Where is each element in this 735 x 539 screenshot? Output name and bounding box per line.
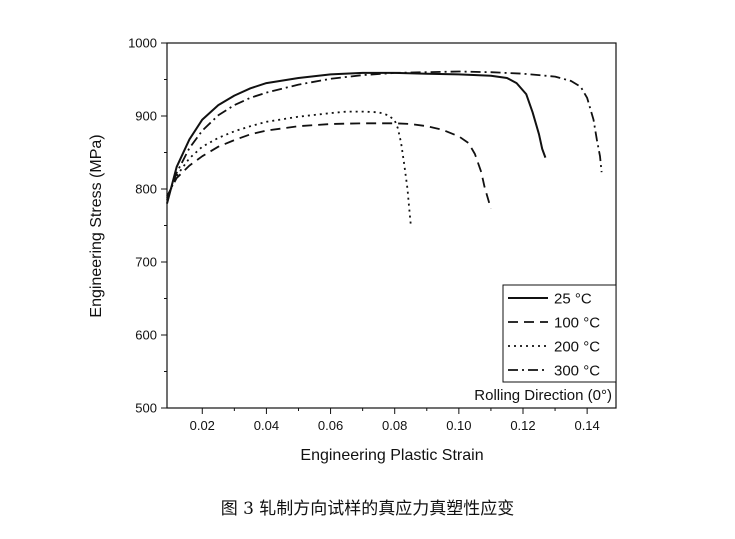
legend-label: 100 °C — [554, 315, 600, 332]
x-tick-label: 0.02 — [190, 418, 215, 433]
y-tick-label: 500 — [135, 401, 157, 416]
legend-label: 300 °C — [554, 363, 600, 380]
y-tick-label: 700 — [135, 255, 157, 270]
x-tick-label: 0.08 — [382, 418, 407, 433]
x-axis-label: Engineering Plastic Strain — [300, 447, 483, 464]
y-axis-label: Engineering Stress (MPa) — [88, 134, 105, 317]
y-tick-label: 900 — [135, 109, 157, 124]
series-line — [166, 110, 412, 225]
legend: 25 °C 100 °C 200 °C 300 °C — [502, 284, 617, 383]
x-tick-label: 0.06 — [318, 418, 343, 433]
legend-box — [502, 284, 617, 383]
series-line — [166, 70, 603, 201]
legend-label: 200 °C — [554, 339, 600, 356]
x-tick-label: 0.10 — [446, 418, 471, 433]
x-tick-label: 0.14 — [574, 418, 599, 433]
legend-label: 25 °C — [554, 291, 592, 308]
y-axis-ticks: 500 600 700 800 900 1000 — [128, 36, 167, 416]
stress-strain-chart: 0.02 0.04 0.06 0.08 0.10 0.12 0.14 500 600 700 80… — [88, 36, 617, 464]
series-line — [166, 122, 492, 209]
series-layer — [166, 70, 603, 225]
y-tick-label: 1000 — [128, 36, 157, 51]
rolling-direction-annotation: Rolling Direction (0°) — [474, 387, 612, 404]
y-tick-label: 600 — [135, 328, 157, 343]
x-tick-label: 0.04 — [254, 418, 279, 433]
figure-caption: 图 3 轧制方向试样的真应力真塑性应变 — [220, 499, 515, 519]
x-axis-ticks: 0.02 0.04 0.06 0.08 0.10 0.12 0.14 — [190, 408, 600, 433]
series-line — [166, 71, 547, 204]
y-tick-label: 800 — [135, 182, 157, 197]
x-tick-label: 0.12 — [510, 418, 535, 433]
